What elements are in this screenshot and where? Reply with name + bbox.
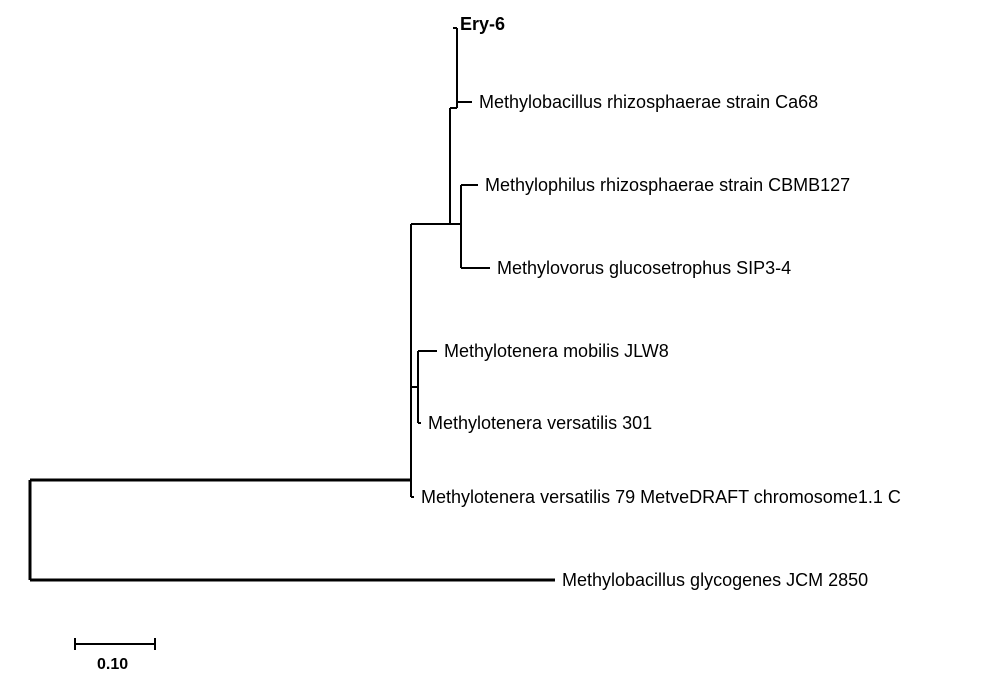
taxon-versatilis-301: Methylotenera versatilis 301	[428, 413, 652, 434]
taxon-mobilis: Methylotenera mobilis JLW8	[444, 341, 669, 362]
scale-bar-label: 0.10	[97, 656, 128, 674]
taxon-rhizo-ca68: Methylobacillus rhizosphaerae strain Ca6…	[479, 92, 818, 113]
taxon-ery6: Ery-6	[460, 14, 505, 35]
taxon-versatilis-79: Methylotenera versatilis 79 MetveDRAFT c…	[421, 487, 901, 508]
taxon-glucosetrophus: Methylovorus glucosetrophus SIP3-4	[497, 258, 791, 279]
taxon-glycogenes: Methylobacillus glycogenes JCM 2850	[562, 570, 868, 591]
taxon-rhizo-cbmb: Methylophilus rhizosphaerae strain CBMB1…	[485, 175, 850, 196]
phylogenetic-tree: Ery-6 Methylobacillus rhizosphaerae stra…	[0, 0, 993, 696]
